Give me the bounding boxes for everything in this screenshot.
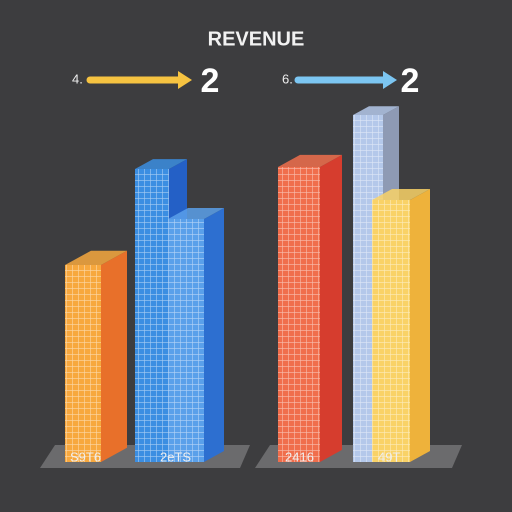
bar-top (135, 159, 187, 169)
bar-texture (135, 169, 169, 462)
bar-top (353, 106, 399, 115)
bar-texture (65, 265, 101, 462)
x-tick-label: 49T (378, 449, 400, 464)
bar-side (320, 154, 342, 462)
x-tick-label: 2416 (285, 449, 314, 464)
chart-title: REVENUE (208, 28, 305, 50)
arrow-head (383, 71, 397, 89)
bar-side (410, 189, 430, 462)
bar-top (278, 154, 342, 167)
indicator-value: 2 (401, 62, 420, 100)
bar-texture (278, 167, 320, 462)
bar-side (101, 250, 127, 462)
bar-top (372, 189, 430, 200)
indicator-label: 6. (282, 71, 293, 86)
bar-top (65, 250, 127, 265)
bar-side (204, 208, 224, 462)
indicator-label: 4. (72, 71, 83, 86)
x-tick-label: S9T6 (70, 449, 101, 464)
bar-texture (372, 200, 410, 462)
bar-top (168, 208, 224, 219)
bar-texture (168, 219, 204, 462)
indicator-value: 2 (201, 62, 220, 100)
x-tick-label: 2eTS (160, 449, 191, 464)
arrow-head (178, 71, 192, 89)
